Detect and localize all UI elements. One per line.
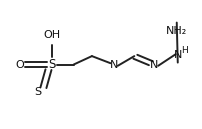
Text: N: N (110, 59, 118, 70)
Text: N: N (150, 59, 159, 70)
Text: NH₂: NH₂ (166, 26, 187, 36)
Text: H: H (181, 46, 188, 55)
Text: S: S (34, 87, 41, 97)
Text: S: S (48, 58, 55, 71)
Text: O: O (16, 59, 25, 70)
Text: OH: OH (43, 30, 60, 41)
Text: N: N (174, 50, 182, 60)
